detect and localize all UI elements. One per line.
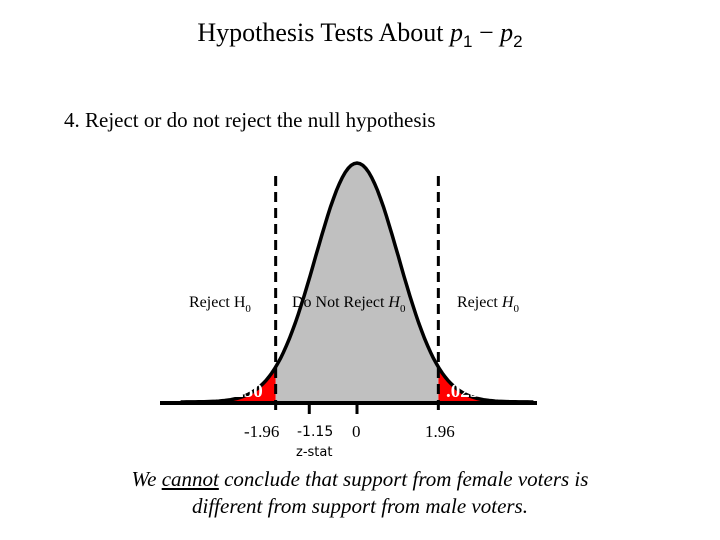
- title-p1: p: [450, 18, 464, 47]
- conclusion-line2: different from support from male voters.: [192, 494, 528, 518]
- label-do-not-reject: Do Not Reject H0: [292, 294, 406, 315]
- title-sub2: 2: [513, 32, 523, 52]
- title-minus: −: [479, 18, 494, 47]
- do-not-reject-region: [275, 163, 439, 402]
- title-p2: p: [500, 18, 514, 47]
- page-title: Hypothesis Tests About p1 − p2: [0, 18, 720, 52]
- label-zero: 0: [352, 422, 361, 441]
- conclusion-line1: We cannot conclude that support from fem…: [131, 467, 589, 491]
- label-neg-critical: -1.96: [244, 422, 279, 441]
- title-prefix: Hypothesis Tests About: [197, 18, 444, 47]
- label-reject-right: Reject H0: [457, 294, 519, 315]
- title-sub1: 1: [463, 32, 473, 52]
- label-reject-left: Reject H0: [189, 294, 251, 315]
- conclusion: We cannot conclude that support from fem…: [0, 466, 720, 520]
- tail-area-left-label: .0250: [220, 381, 263, 402]
- label-pos-critical: 1.96: [425, 422, 455, 441]
- tail-area-right-label: .0250: [446, 381, 489, 402]
- label-zstat-value: -1.15: [297, 424, 333, 440]
- zstat-caption: z-stat: [296, 445, 332, 460]
- step-heading: 4. Reject or do not reject the null hypo…: [64, 108, 436, 132]
- normal-curve: [180, 161, 534, 404]
- conclusion-emphasis: cannot: [161, 467, 219, 491]
